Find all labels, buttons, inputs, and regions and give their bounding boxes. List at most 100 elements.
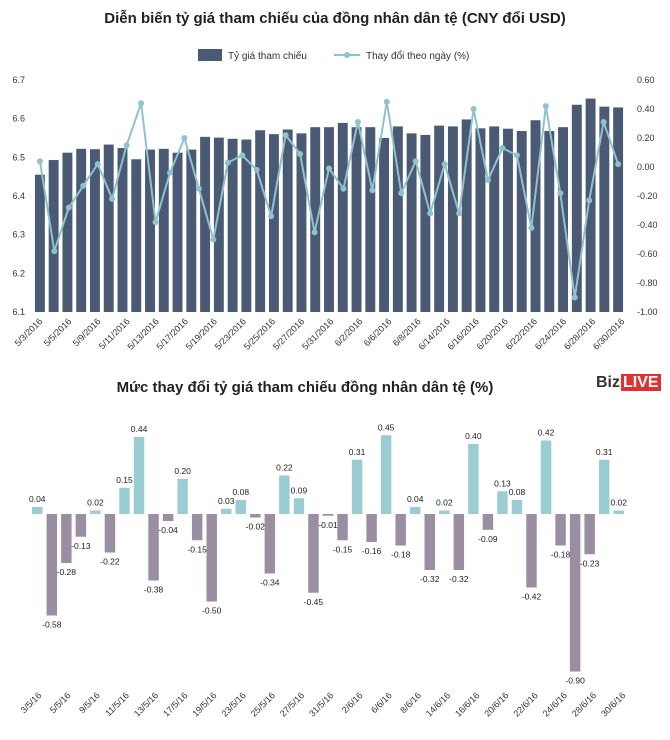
rate-bar — [172, 152, 183, 312]
rate-bar — [434, 125, 445, 312]
right-axis-tick-label: -0.40 — [637, 220, 658, 230]
daily-change-point — [166, 169, 173, 176]
daily-change-point — [586, 197, 593, 204]
rate-bar — [296, 133, 307, 312]
rate-bar — [489, 126, 500, 313]
daily-change-point — [282, 132, 289, 139]
bar-data-label: -0.16 — [362, 546, 382, 556]
right-axis-tick-label: -0.20 — [637, 191, 658, 201]
change-bar-positive — [235, 500, 247, 514]
left-axis-tick-label: 6.4 — [12, 191, 25, 201]
change-bar-positive — [279, 475, 290, 514]
change-bar-positive — [409, 507, 421, 514]
change-bar-negative — [526, 514, 537, 588]
x-axis-tick-label: 6/6/16 — [369, 690, 394, 715]
rate-bar — [34, 174, 45, 312]
bar-data-label: 0.02 — [436, 498, 453, 508]
x-axis-tick-label: 13/5/16 — [132, 690, 160, 718]
daily-change-point — [427, 210, 434, 217]
rate-bar — [585, 98, 596, 312]
daily-change-point — [181, 135, 188, 141]
change-bar-negative — [264, 514, 276, 574]
legend-label-bar: Tỷ giá tham chiếu — [228, 50, 307, 62]
bar-data-label: -0.58 — [42, 620, 62, 630]
rate-bar — [503, 128, 513, 312]
bar-data-label: -0.32 — [449, 574, 469, 584]
bar-data-label: -0.22 — [100, 557, 120, 567]
change-bar-negative — [104, 514, 116, 553]
bar-data-label: 0.03 — [218, 496, 235, 506]
x-axis-tick-label: 24/6/16 — [541, 690, 569, 718]
x-axis-tick-label: 14/6/16 — [424, 690, 452, 718]
change-bar-positive — [540, 440, 552, 514]
daily-change-point — [513, 152, 520, 159]
chart-title-bottom: Mức thay đổi tỷ giá tham chiếu đồng nhân… — [116, 379, 494, 396]
right-axis-tick-label: 0.20 — [637, 133, 655, 143]
daily-change-point — [470, 106, 477, 112]
daily-change-point — [65, 204, 72, 211]
chart-title-top: Diễn biến tỷ giá tham chiếu của đồng nhâ… — [104, 10, 566, 27]
daily-change-point — [195, 185, 202, 192]
bar-data-label: 0.04 — [29, 494, 46, 504]
daily-change-point — [383, 98, 390, 105]
bar-data-label: 0.08 — [509, 487, 526, 497]
change-bar-positive — [598, 459, 610, 514]
bar-data-label: 0.22 — [276, 463, 293, 473]
daily-change-point — [123, 142, 130, 149]
daily-change-point — [456, 210, 463, 217]
rate-bar — [379, 138, 390, 312]
x-axis-tick-label: 2/6/16 — [340, 690, 365, 715]
bar-data-label: -0.13 — [71, 541, 91, 551]
logo-part-biz: Biz — [596, 374, 620, 391]
bar-data-label: 0.40 — [465, 431, 482, 441]
daily-change-point — [485, 177, 492, 184]
bar-data-label: 0.09 — [291, 485, 308, 495]
rate-bar — [213, 137, 224, 312]
daily-change-point — [340, 185, 347, 192]
rate-bar — [48, 160, 59, 312]
rate-bar — [392, 126, 403, 313]
daily-change-point — [441, 161, 448, 168]
rate-bar — [571, 104, 582, 312]
daily-change-point — [152, 219, 159, 226]
bar-data-label: -0.18 — [391, 550, 411, 560]
change-bar-positive — [133, 437, 145, 514]
daily-change-point — [528, 224, 535, 231]
bar-data-label: -0.45 — [304, 597, 324, 607]
right-axis-tick-label: -1.00 — [637, 307, 658, 317]
change-bar-positive — [511, 500, 523, 514]
bar-data-label: -0.42 — [522, 592, 542, 602]
x-axis-tick-label: 28/6/16 — [570, 690, 598, 718]
rate-bar — [599, 106, 610, 313]
x-axis-tick-label: 3/5/16 — [19, 690, 44, 715]
change-bar-positive — [177, 479, 188, 514]
daily-change-point — [268, 213, 275, 220]
x-axis-tick-label: 8/6/16 — [398, 690, 423, 715]
daily-change-point — [36, 158, 43, 165]
change-bar-positive — [221, 508, 232, 514]
change-bar-positive — [351, 459, 363, 514]
rate-bar — [89, 149, 100, 312]
change-bar-positive — [380, 435, 392, 514]
x-axis-tick-label: 31/5/16 — [307, 690, 335, 718]
rate-bar — [461, 119, 472, 312]
daily-change-point — [253, 166, 260, 173]
rate-bar — [117, 148, 128, 312]
bar-data-label: 0.31 — [596, 447, 613, 457]
bar-data-label: -0.04 — [158, 525, 178, 535]
daily-change-point — [499, 145, 506, 152]
daily-change-point — [412, 158, 419, 165]
bar-data-label: -0.15 — [187, 544, 207, 554]
rate-bar — [310, 127, 321, 312]
bar-data-label: -0.01 — [318, 520, 338, 530]
change-bar-negative — [250, 514, 261, 518]
change-bar-negative — [584, 514, 595, 555]
legend-swatch-marker — [344, 52, 350, 58]
daily-change-point — [138, 100, 145, 107]
change-bar-positive — [32, 507, 43, 514]
bar-data-label: 0.04 — [407, 494, 424, 504]
x-axis-tick-label: 5/5/16 — [48, 690, 73, 715]
change-bar-negative — [148, 514, 159, 581]
bar-data-label: -0.18 — [551, 550, 571, 560]
